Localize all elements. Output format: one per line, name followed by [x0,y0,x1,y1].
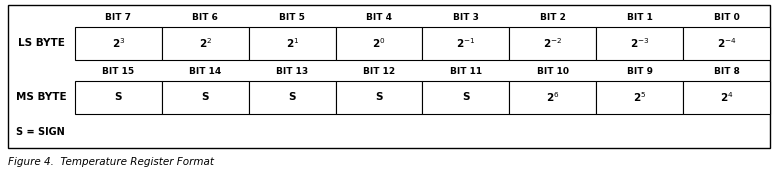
Bar [683,27,770,60]
Text: S: S [375,93,383,102]
Bar [683,81,770,114]
Text: 2$^{-4}$: 2$^{-4}$ [717,37,736,50]
Text: BIT 12: BIT 12 [363,68,395,77]
Bar [335,81,422,114]
Text: BIT 7: BIT 7 [106,13,131,22]
Bar [596,81,683,114]
Text: BIT 5: BIT 5 [279,13,305,22]
Text: LS BYTE: LS BYTE [18,38,65,49]
Text: BIT 14: BIT 14 [189,68,222,77]
Text: BIT 4: BIT 4 [366,13,392,22]
Text: BIT 1: BIT 1 [627,13,653,22]
Text: 2$^{-3}$: 2$^{-3}$ [630,37,650,50]
Text: BIT 10: BIT 10 [537,68,569,77]
Text: Figure 4.  Temperature Register Format: Figure 4. Temperature Register Format [8,157,214,167]
Bar [422,81,510,114]
Text: 2$^3$: 2$^3$ [112,37,125,50]
Text: 2$^2$: 2$^2$ [198,37,212,50]
Text: BIT 6: BIT 6 [192,13,219,22]
Text: BIT 15: BIT 15 [103,68,135,77]
Bar [75,81,162,114]
Text: BIT 9: BIT 9 [627,68,653,77]
Bar [510,27,596,60]
Bar [162,27,249,60]
Text: 2$^{-1}$: 2$^{-1}$ [456,37,475,50]
Text: BIT 11: BIT 11 [450,68,482,77]
Text: 2$^5$: 2$^5$ [633,91,647,104]
Bar [249,81,335,114]
Bar [335,27,422,60]
Bar [510,81,596,114]
Text: S: S [114,93,122,102]
Text: S: S [289,93,296,102]
Text: 2$^6$: 2$^6$ [546,91,559,104]
Text: 2$^4$: 2$^4$ [720,91,734,104]
Text: MS BYTE: MS BYTE [16,93,67,102]
Text: 2$^0$: 2$^0$ [373,37,386,50]
Bar [8,5,770,148]
Bar [162,81,249,114]
Bar [422,27,510,60]
Text: BIT 13: BIT 13 [276,68,308,77]
Text: S: S [462,93,470,102]
Text: BIT 3: BIT 3 [453,13,479,22]
Text: S: S [202,93,209,102]
Bar [596,27,683,60]
Text: BIT 8: BIT 8 [713,68,740,77]
Text: BIT 0: BIT 0 [713,13,739,22]
Bar [249,27,335,60]
Text: 2$^1$: 2$^1$ [286,37,299,50]
Text: S = SIGN: S = SIGN [16,127,65,137]
Text: BIT 2: BIT 2 [540,13,566,22]
Text: 2$^{-2}$: 2$^{-2}$ [543,37,562,50]
Bar [75,27,162,60]
